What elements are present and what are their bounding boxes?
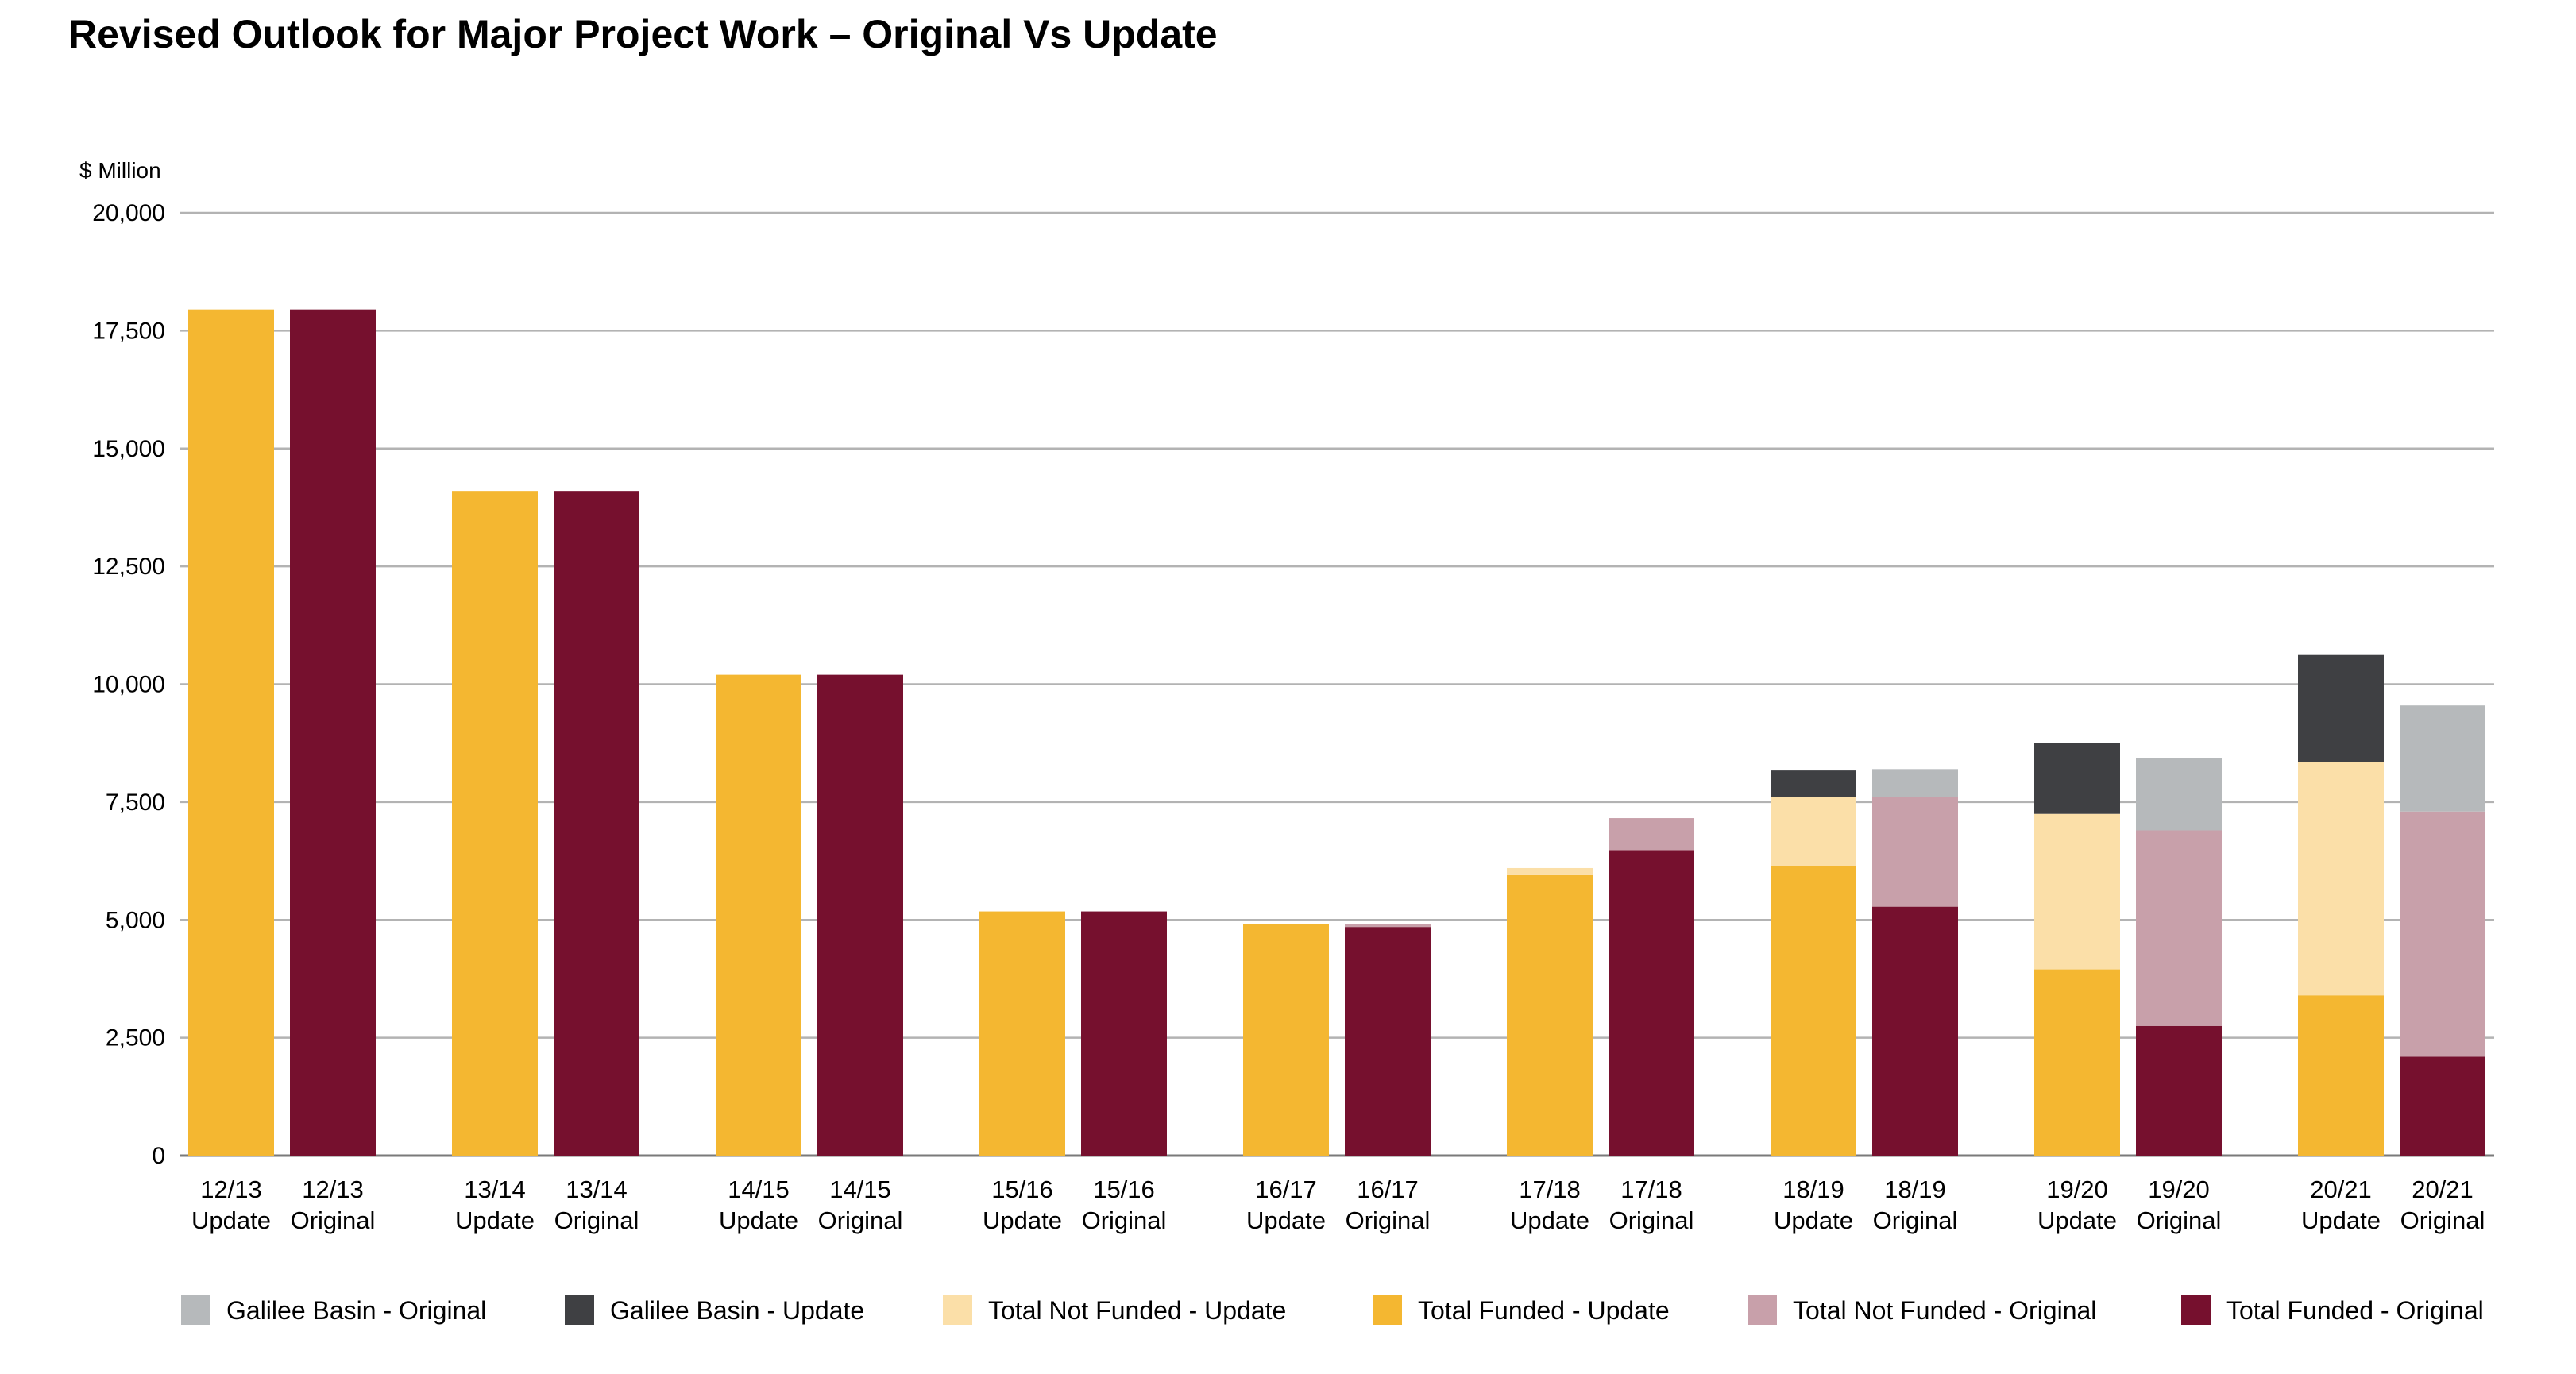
bar-segment (2298, 762, 2384, 996)
x-category-year: 18/19 (1884, 1175, 1946, 1203)
bar-segment (1507, 874, 1593, 1156)
x-category-variant: Update (983, 1206, 1062, 1234)
bar-segment (1609, 850, 1694, 1156)
y-axis-ticks: 0 2,500 5,000 7,500 10,000 12,500 15,000 17,500… (92, 200, 165, 1169)
x-category-year: 12/13 (200, 1175, 262, 1203)
x-category-variant: Update (455, 1206, 535, 1234)
bar-segment (2136, 758, 2222, 831)
legend-label: Total Not Funded - Update (988, 1296, 1286, 1325)
x-category-year: 20/21 (2310, 1175, 2372, 1203)
x-category-variant: Original (818, 1206, 903, 1234)
x-category-variant: Original (1082, 1206, 1167, 1234)
bar-segment (716, 674, 801, 1156)
x-category-variant: Update (719, 1206, 798, 1234)
bar-segment (1081, 911, 1167, 1156)
y-tick-label: 7,500 (106, 789, 165, 816)
bar-segment (1771, 865, 1856, 1156)
legend-label: Total Funded - Original (2226, 1296, 2484, 1325)
bar-segment (290, 309, 376, 1156)
bar-segment (2034, 813, 2120, 970)
x-category-variant: Update (2301, 1206, 2381, 1234)
x-category-variant: Original (2400, 1206, 2485, 1234)
x-category-year: 16/17 (1255, 1175, 1317, 1203)
legend-swatch (943, 1295, 972, 1325)
x-category-year: 14/15 (829, 1175, 891, 1203)
x-category-variant: Update (1774, 1206, 1853, 1234)
legend-swatch (1748, 1295, 1777, 1325)
bar-segment (2400, 1056, 2485, 1156)
x-category-year: 17/18 (1519, 1175, 1581, 1203)
y-tick-label: 20,000 (92, 200, 165, 226)
x-category-variant: Original (1346, 1206, 1431, 1234)
x-category-variant: Original (2137, 1206, 2222, 1234)
bar-segment (1345, 927, 1431, 1156)
x-category-year: 13/14 (566, 1175, 628, 1203)
legend-label: Galilee Basin - Original (226, 1296, 486, 1325)
x-category-year: 17/18 (1620, 1175, 1682, 1203)
bar-segment (2400, 811, 2485, 1057)
bar-segment (1507, 867, 1593, 875)
bar-segment (2298, 654, 2384, 762)
y-tick-label: 15,000 (92, 436, 165, 462)
x-category-variant: Original (1609, 1206, 1694, 1234)
y-tick-label: 5,000 (106, 907, 165, 933)
x-category-variant: Original (1873, 1206, 1958, 1234)
x-category-year: 18/19 (1782, 1175, 1844, 1203)
bar-segment (452, 491, 538, 1156)
bar-segment (1771, 797, 1856, 866)
bar-segment (979, 911, 1065, 1156)
bar-segment (188, 309, 274, 1156)
bars (188, 309, 2485, 1156)
bar-segment (2034, 743, 2120, 814)
y-tick-label: 17,500 (92, 318, 165, 344)
y-tick-label: 10,000 (92, 672, 165, 698)
x-category-year: 20/21 (2412, 1175, 2474, 1203)
x-category-variant: Update (1510, 1206, 1589, 1234)
x-category-variant: Original (554, 1206, 639, 1234)
bar-segment (1771, 770, 1856, 797)
x-category-year: 16/17 (1357, 1175, 1419, 1203)
x-category-year: 12/13 (302, 1175, 364, 1203)
bar-segment (817, 674, 903, 1156)
y-tick-label: 2,500 (106, 1025, 165, 1052)
x-category-variant: Update (191, 1206, 271, 1234)
bar-segment (1872, 769, 1958, 797)
x-axis-labels: 12/13 Update 12/13 Original 13/14 Update 13/14… (191, 1175, 2485, 1234)
legend-swatch (1373, 1295, 1402, 1325)
bar-segment (2136, 830, 2222, 1026)
bar-segment (2400, 705, 2485, 812)
x-category-variant: Original (291, 1206, 376, 1234)
bar-segment (1243, 923, 1329, 1156)
bar-segment (554, 491, 639, 1156)
x-category-year: 15/16 (991, 1175, 1053, 1203)
x-category-year: 14/15 (728, 1175, 790, 1203)
legend-swatch (2181, 1295, 2211, 1325)
y-tick-label: 12,500 (92, 554, 165, 580)
bar-segment (1609, 818, 1694, 851)
legend-label: Total Funded - Update (1418, 1296, 1670, 1325)
bar-segment (2034, 969, 2120, 1156)
x-category-year: 15/16 (1093, 1175, 1155, 1203)
x-category-variant: Update (2037, 1206, 2117, 1234)
x-category-year: 13/14 (464, 1175, 526, 1203)
legend-label: Total Not Funded - Original (1793, 1296, 2096, 1325)
y-axis-label: $ Million (79, 158, 161, 183)
bar-segment (2298, 995, 2384, 1156)
legend-label: Galilee Basin - Update (610, 1296, 864, 1325)
bar-segment (1872, 797, 1958, 907)
bar-segment (1345, 923, 1431, 928)
y-tick-label: 0 (152, 1143, 165, 1169)
legend-swatch (181, 1295, 210, 1325)
chart-title: Revised Outlook for Major Project Work –… (68, 12, 1218, 56)
bar-segment (2136, 1025, 2222, 1156)
x-category-variant: Update (1246, 1206, 1326, 1234)
legend-swatch (565, 1295, 594, 1325)
legend: Galilee Basin - Original Galilee Basin - … (181, 1295, 2484, 1325)
bar-segment (1872, 906, 1958, 1156)
x-category-year: 19/20 (2046, 1175, 2108, 1203)
x-category-year: 19/20 (2148, 1175, 2210, 1203)
